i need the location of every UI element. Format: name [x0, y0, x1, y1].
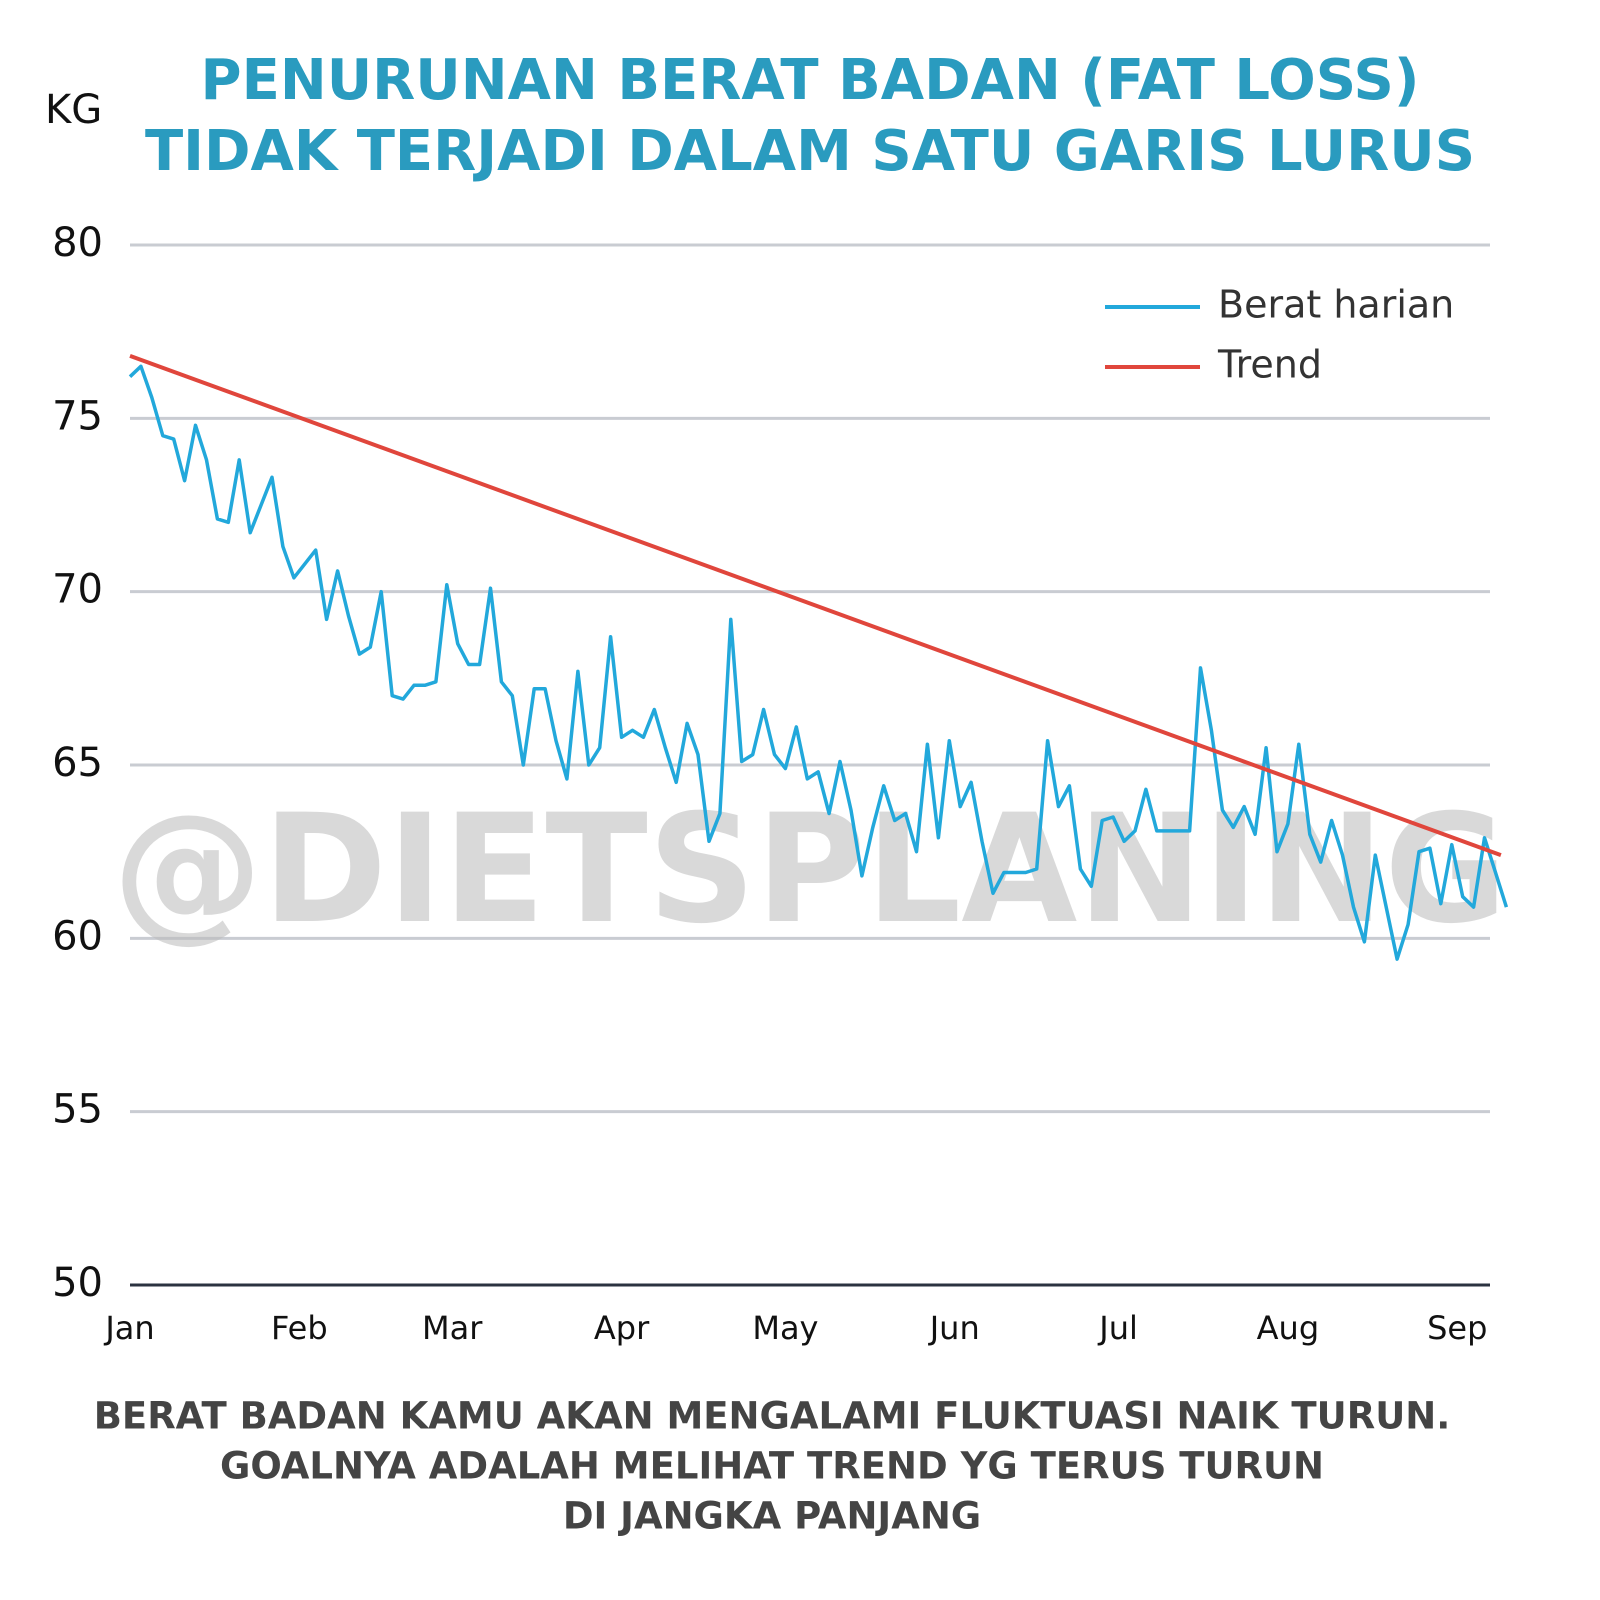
legend-label: Trend: [1217, 343, 1322, 387]
x-tick-label: Feb: [271, 1309, 328, 1347]
x-tick-label: Jul: [1097, 1309, 1138, 1347]
x-tick-label: May: [752, 1309, 818, 1347]
y-tick-label: 75: [52, 393, 103, 439]
y-tick-label: 70: [52, 567, 103, 613]
y-tick-label: 80: [52, 220, 103, 266]
chart-title: PENURUNAN BERAT BADAN (FAT LOSS): [201, 48, 1420, 113]
chart-title: TIDAK TERJADI DALAM SATU GARIS LURUS: [145, 119, 1475, 184]
x-tick-label: Sep: [1427, 1309, 1487, 1347]
x-tick-label: Mar: [422, 1309, 483, 1347]
footnote: BERAT BADAN KAMU AKAN MENGALAMI FLUKTUAS…: [94, 1395, 1451, 1438]
y-tick-label: 60: [52, 913, 103, 959]
x-tick-label: Jun: [928, 1309, 980, 1347]
y-tick-label: 65: [52, 740, 103, 786]
y-tick-label: 55: [52, 1087, 103, 1133]
legend-label: Berat harian: [1218, 283, 1454, 327]
plot: [128, 354, 1509, 961]
x-tick-label: Apr: [594, 1309, 650, 1347]
data-line: [128, 364, 1509, 961]
x-tick-label: Aug: [1257, 1309, 1319, 1347]
footnote: DI JANGKA PANJANG: [563, 1495, 981, 1538]
data-line: [129, 354, 1502, 857]
watermark: @DIETSPLANING: [113, 783, 1508, 957]
y-tick-label: 50: [52, 1260, 103, 1306]
x-tick-label: Jan: [103, 1309, 154, 1347]
footnote: GOALNYA ADALAH MELIHAT TREND YG TERUS TU…: [220, 1445, 1324, 1488]
legend: Berat harian Trend: [1105, 283, 1454, 387]
grid: 50 55 60 65 70 75 80 Jan Feb Mar Apr May Jun Jul Aug Se…: [52, 220, 1490, 1347]
y-axis-label: KG: [45, 87, 102, 133]
